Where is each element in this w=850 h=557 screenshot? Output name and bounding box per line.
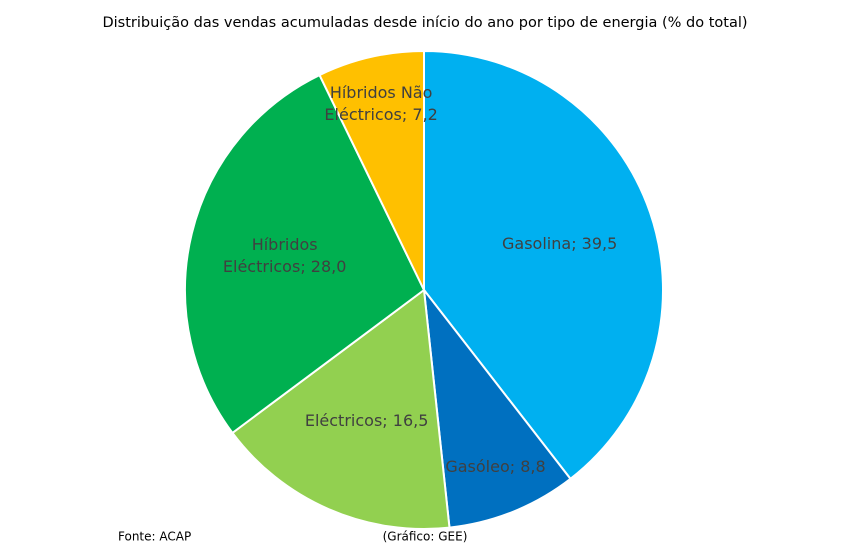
pie-slice	[423, 49, 664, 481]
data-label-text: Gasolina; 39,5	[502, 233, 617, 255]
value-label: 28,0	[310, 257, 347, 277]
value-label: 39,5	[581, 233, 618, 253]
category-label: Híbridos Não Eléctricos	[324, 82, 433, 124]
data-label-box: Gasolina; 39,5	[480, 219, 640, 269]
data-label-box: Eléctricos; 16,5	[287, 396, 447, 446]
data-label: Híbridos Eléctricos; 28,0	[205, 231, 365, 281]
source-note: Fonte: ACAP	[118, 530, 191, 544]
label-separator: ;	[300, 257, 311, 277]
data-label-text: Híbridos Não Eléctricos; 7,2	[301, 82, 461, 126]
pie-slice	[318, 49, 425, 291]
label-separator: ;	[571, 233, 582, 253]
label-separator: ;	[401, 104, 413, 124]
data-label-text: Eléctricos; 16,5	[305, 410, 429, 432]
value-label: 16,5	[392, 411, 429, 431]
credit-note: (Gráfico: GEE)	[383, 530, 468, 544]
data-label: Gasóleo; 8,8	[416, 442, 576, 492]
label-separator: ;	[382, 411, 393, 431]
category-label: Gasóleo	[445, 457, 510, 477]
data-label-box: Híbridos Não Eléctricos; 7,2	[301, 79, 461, 129]
pie-slice	[184, 73, 426, 435]
data-label-text: Híbridos Eléctricos; 28,0	[205, 234, 365, 278]
data-label-box: Gasóleo; 8,8	[416, 442, 576, 492]
data-label: Eléctricos; 16,5	[287, 396, 447, 446]
category-label: Gasolina	[502, 233, 572, 253]
value-label: 7,2	[412, 104, 438, 124]
category-label: Eléctricos	[304, 411, 383, 431]
pie-slice	[422, 286, 572, 529]
data-label-box: Híbridos Eléctricos; 28,0	[205, 231, 365, 281]
label-separator: ;	[509, 457, 521, 477]
value-label: 8,8	[520, 457, 546, 477]
data-label-text: Gasóleo; 8,8	[445, 456, 545, 478]
data-label: Gasolina; 39,5	[480, 219, 640, 269]
chart-title: Distribuição das vendas acumuladas desde…	[102, 15, 747, 31]
pie-slice	[231, 288, 451, 530]
category-label: Híbridos Eléctricos	[222, 235, 318, 277]
data-label: Híbridos Não Eléctricos; 7,2	[301, 79, 461, 129]
